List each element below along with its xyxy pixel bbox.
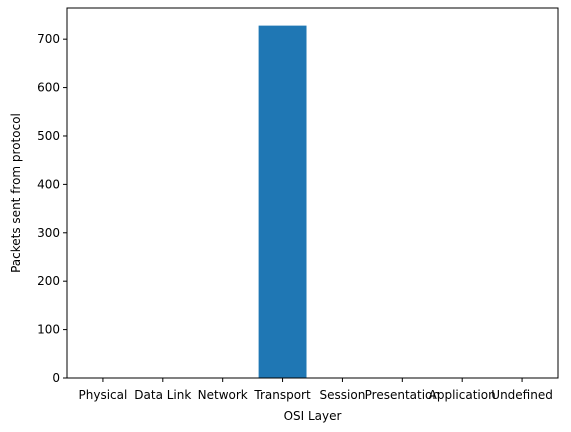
bars-group <box>258 25 307 378</box>
bar-transport <box>258 25 307 378</box>
x-tick-label: Data Link <box>134 388 191 402</box>
y-tick-label: 500 <box>37 129 60 143</box>
y-tick-label: 200 <box>37 274 60 288</box>
y-tick-label: 600 <box>37 81 60 95</box>
x-tick-label: Session <box>320 388 366 402</box>
x-tick-label: Presentation <box>365 388 440 402</box>
y-tick-label: 400 <box>37 177 60 191</box>
x-axis-label: OSI Layer <box>284 409 342 423</box>
x-tick-label: Transport <box>253 388 311 402</box>
x-tick-label: Application <box>429 388 496 402</box>
y-tick-label: 700 <box>37 32 60 46</box>
x-tick-label: Network <box>198 388 248 402</box>
plot-frame <box>66 7 559 379</box>
y-axis-ticks: 0 100 200 300 400 500 600 700 <box>37 32 67 385</box>
x-axis-ticks: Physical Data Link Network Transport Session… <box>79 378 553 402</box>
y-tick-label: 300 <box>37 226 60 240</box>
y-tick-label: 100 <box>37 323 60 337</box>
x-tick-label: Physical <box>79 388 128 402</box>
y-axis-label: Packets sent from protocol <box>9 113 23 273</box>
x-tick-label: Undefined <box>491 388 553 402</box>
y-tick-label: 0 <box>52 371 60 385</box>
axes-group <box>66 7 559 379</box>
